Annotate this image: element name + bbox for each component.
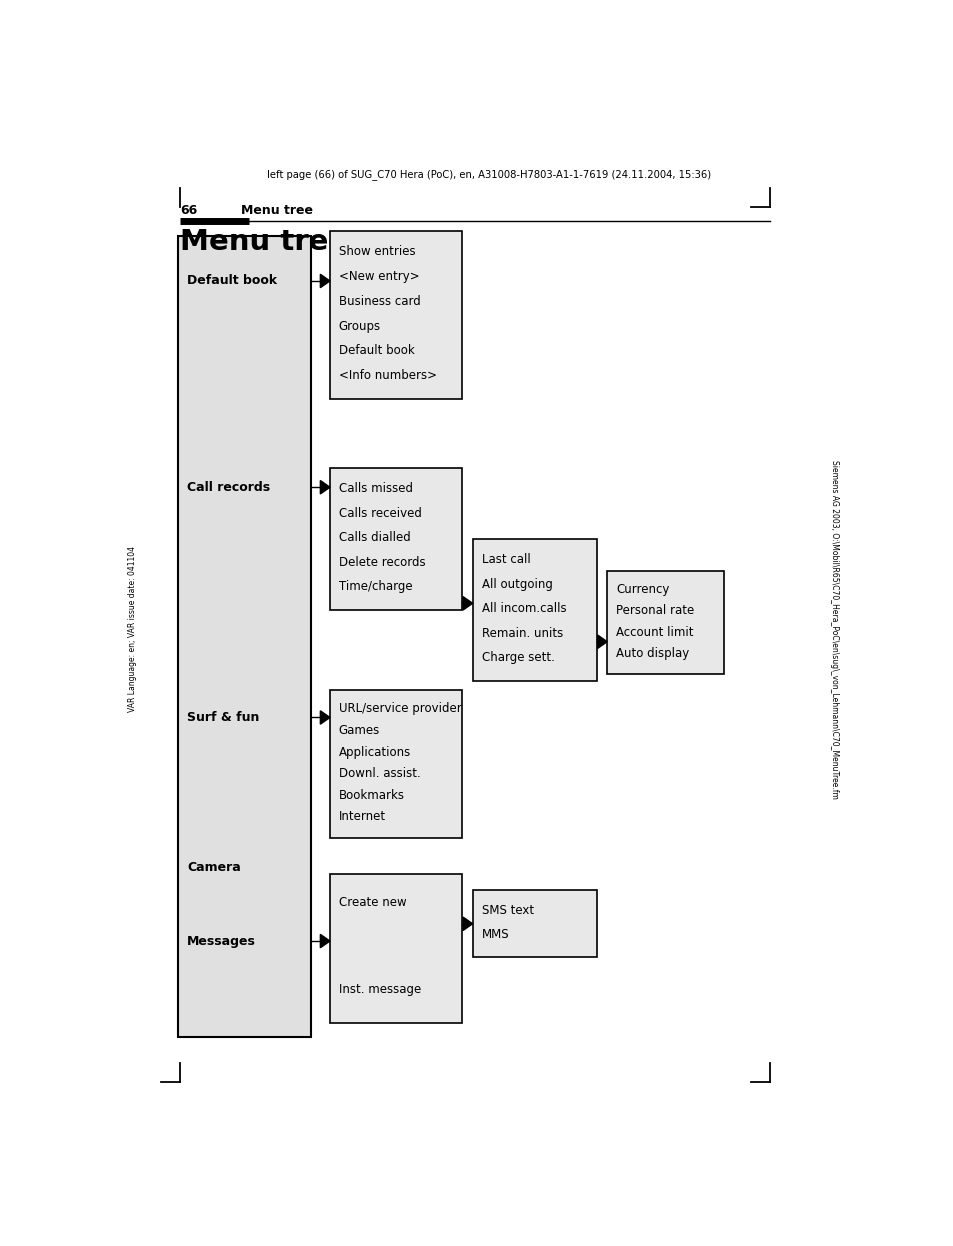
- Text: Bookmarks: Bookmarks: [338, 789, 404, 802]
- Text: All outgoing: All outgoing: [481, 578, 552, 591]
- Text: Last call: Last call: [481, 553, 530, 566]
- Text: Remain. units: Remain. units: [481, 627, 562, 640]
- Text: MMS: MMS: [481, 928, 509, 941]
- Polygon shape: [462, 917, 472, 931]
- Text: Messages: Messages: [187, 934, 255, 947]
- Text: Call records: Call records: [187, 481, 270, 493]
- Text: Menu tree: Menu tree: [241, 203, 313, 217]
- Text: Calls dialled: Calls dialled: [338, 531, 410, 545]
- Text: Personal rate: Personal rate: [616, 604, 694, 618]
- Polygon shape: [320, 481, 330, 493]
- Text: VAR Language: en; VAR issue date: 041104: VAR Language: en; VAR issue date: 041104: [128, 546, 137, 713]
- Text: Account limit: Account limit: [616, 625, 693, 638]
- Text: SMS text: SMS text: [481, 905, 533, 917]
- Bar: [472, 540, 597, 682]
- Text: Delete records: Delete records: [338, 556, 425, 569]
- Text: <New entry>: <New entry>: [338, 270, 419, 283]
- Bar: [330, 231, 461, 399]
- Polygon shape: [597, 635, 606, 648]
- Text: Surf & fun: Surf & fun: [187, 711, 259, 724]
- Text: Downl. assist.: Downl. assist.: [338, 768, 420, 780]
- Text: Calls missed: Calls missed: [338, 482, 413, 495]
- Text: Charge sett.: Charge sett.: [481, 652, 554, 664]
- Text: Default book: Default book: [187, 274, 277, 288]
- Text: Currency: Currency: [616, 583, 669, 597]
- Text: Games: Games: [338, 724, 379, 738]
- Bar: [472, 890, 597, 957]
- Text: <Info numbers>: <Info numbers>: [338, 369, 436, 383]
- Bar: [330, 468, 461, 611]
- Text: Inst. message: Inst. message: [338, 983, 420, 996]
- Polygon shape: [462, 597, 472, 611]
- Text: Camera: Camera: [187, 861, 241, 873]
- Bar: [606, 571, 723, 674]
- Text: 66: 66: [180, 203, 197, 217]
- Text: URL/service provider: URL/service provider: [338, 703, 461, 715]
- Text: Menu tree: Menu tree: [180, 228, 348, 257]
- Text: Groups: Groups: [338, 320, 380, 333]
- Text: Business card: Business card: [338, 295, 420, 308]
- Text: Auto display: Auto display: [616, 647, 689, 659]
- Bar: [178, 235, 311, 1037]
- Text: Internet: Internet: [338, 810, 386, 824]
- Text: left page (66) of SUG_C70 Hera (PoC), en, A31008-H7803-A1-1-7619 (24.11.2004, 15: left page (66) of SUG_C70 Hera (PoC), en…: [267, 168, 710, 179]
- Polygon shape: [320, 934, 330, 948]
- Text: All incom.calls: All incom.calls: [481, 602, 565, 616]
- Polygon shape: [320, 710, 330, 724]
- Text: Create new: Create new: [338, 896, 406, 910]
- Text: Default book: Default book: [338, 344, 415, 358]
- Bar: [330, 690, 461, 839]
- Text: Calls received: Calls received: [338, 507, 421, 520]
- Text: Applications: Applications: [338, 745, 411, 759]
- Bar: [330, 873, 461, 1023]
- Text: Time/charge: Time/charge: [338, 581, 412, 593]
- Polygon shape: [320, 274, 330, 288]
- Text: Siemens AG 2003, O:\Mobil\R65\C70_Hera_PoC\en\sug\_von_Lehmann\C70_MenuTree.fm: Siemens AG 2003, O:\Mobil\R65\C70_Hera_P…: [829, 460, 839, 799]
- Text: Show entries: Show entries: [338, 245, 415, 258]
